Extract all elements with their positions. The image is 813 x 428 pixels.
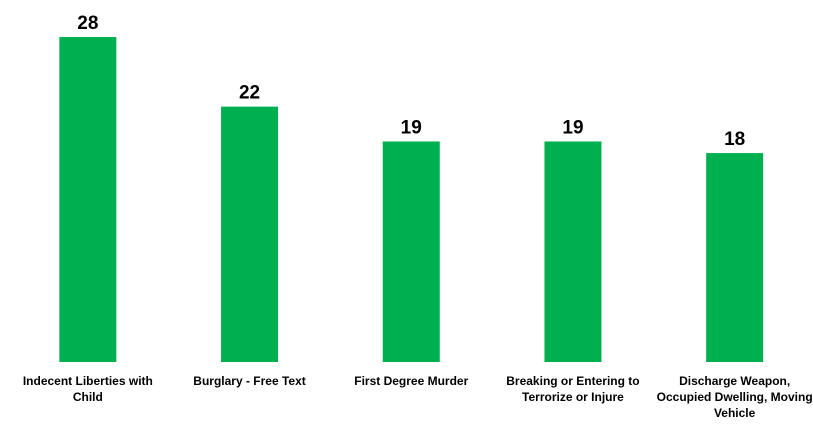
category-label: Burglary - Free Text <box>193 374 306 388</box>
value-label: 22 <box>239 83 260 104</box>
bar <box>706 153 764 362</box>
value-label: 18 <box>724 129 745 150</box>
category-label: Discharge Weapon, Occupied Dwelling, Mov… <box>656 374 813 420</box>
value-label: 19 <box>401 117 422 138</box>
category-label: Indecent Liberties with Child <box>22 374 153 404</box>
bar <box>59 37 117 362</box>
category-label: Breaking or Entering to Terrorize or Inj… <box>506 374 640 404</box>
value-label: 28 <box>77 13 98 34</box>
bar <box>221 106 279 363</box>
bar <box>544 141 602 362</box>
value-label: 19 <box>562 117 583 138</box>
category-label: First Degree Murder <box>354 374 469 388</box>
bar <box>382 141 440 362</box>
